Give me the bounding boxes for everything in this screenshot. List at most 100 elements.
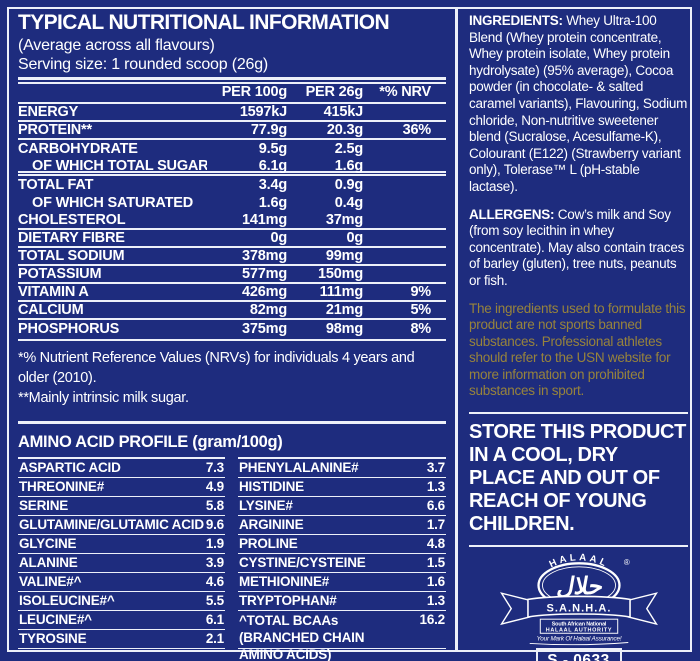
amino-acid-value: 5.5 [205,593,224,608]
amino-acid-row: ALANINE 3.9 [18,554,225,573]
amino-acid-row: TRYPTOPHAN# 1.3 [238,592,446,611]
ingredients-text: INGREDIENTS: Whey Ultra-100 Blend (Whey … [469,13,688,194]
serving-size: Serving size: 1 rounded scoop (26g) [18,56,269,73]
nutrient-value: 141mg [242,211,287,228]
halaal-slogan: Your Mark Of Halaal Assurance! [536,636,621,643]
halaal-sanha-icon: HALAAL ® حلال S.A.N.H.A. South African N… [499,552,658,646]
nutrient-name: PHOSPHORUS [18,320,120,337]
nutrient-value: 3.4g [258,176,287,193]
amino-acid-row: PROLINE 4.8 [238,535,446,554]
nutrition-table: ENERGY 1597kJ 415kJ PROTEIN** 77.9g 20.3g 36% C… [18,104,446,338]
nutrient-name: PROTEIN** [18,121,92,138]
amino-acid-name: TYROSINE [19,631,87,646]
amino-acid-name: GLYCINE [19,536,77,551]
nutrient-value: 0.4g [334,194,363,211]
arabic-halal-icon: حلال [554,573,605,600]
amino-acid-row: VALINE#^ 4.6 [18,573,225,592]
amino-acid-row: GLYCINE 1.9 [18,535,225,554]
divider [18,421,446,424]
amino-column-left: ASPARTIC ACID 7.3 THREONINE# 4.9 SERINE 5.8 GL… [18,456,225,649]
nutrient-value: 111mg [319,283,364,300]
divider [18,82,446,84]
amino-acid-value: 2.1 [205,631,224,646]
nutrition-row: PHOSPHORUS 375mg 98mg 8% [18,320,446,338]
nutrient-name: OF WHICH SATURATED [32,194,193,211]
amino-acid-row: ARGININE 1.7 [238,516,446,535]
amino-acid-name: ISOLEUCINE#^ [19,593,115,608]
nutrition-row: POTASSIUM 577mg 150mg [18,266,446,284]
nutrient-value: 375mg [242,320,287,337]
nutrient-value: 36% [402,121,432,138]
allergens-text: ALLERGENS: Cow’s milk and Soy (from soy … [469,206,685,288]
info-panel: INGREDIENTS: Whey Ultra-100 Blend (Whey … [469,13,688,661]
amino-acid-value: 1.7 [426,517,445,532]
halaal-cert-number: S - 0633 [535,648,622,661]
amino-acid-value: 3.9 [205,555,224,570]
nutrient-value: 577mg [242,265,287,282]
authority-line1: South African National [551,621,606,627]
amino-acid-value: 16.2 [419,611,446,627]
amino-acid-name: ASPARTIC ACID [19,460,121,475]
amino-acid-name: LYSINE# [239,498,293,513]
amino-acid-value: 9.6 [205,517,224,532]
authority-line2: HALAAL AUTHORITY [545,628,612,634]
nutrient-value: 99mg [325,247,363,264]
amino-acid-row: ^TOTAL BCAAs (BRANCHED CHAIN AMINO ACIDS… [238,611,446,661]
amino-acid-row: PHENYLALANINE# 3.7 [238,459,446,478]
nutrient-value: 82mg [249,301,287,318]
halaal-logo: HALAAL ® حلال S.A.N.H.A. South African N… [469,550,688,661]
nutrient-name: ENERGY [18,103,79,120]
nutrient-value: 1.6g [334,157,363,174]
amino-acid-value: 6.6 [426,498,445,513]
nutrient-value: 415kJ [323,103,364,120]
amino-acid-name: ARGININE [239,517,304,532]
nutrition-row: TOTAL FAT 3.4g 0.9g [18,176,446,194]
nutrient-value: 98mg [325,320,363,337]
amino-acid-value: 1.3 [426,479,445,494]
sports-substances-notice: The ingredients used to formulate this p… [469,300,686,399]
nutrient-name: CALCIUM [18,301,84,318]
subtitle: (Average across all flavours) [18,37,215,54]
nutrient-value: 2.5g [334,140,363,157]
divider [469,412,688,415]
amino-acid-value: 1.3 [426,593,445,608]
nutrient-name: TOTAL FAT [18,176,94,193]
divider [18,77,446,80]
nutrition-row: OF WHICH SATURATED 1.6g 0.4g [18,194,446,212]
amino-acid-value: 3.7 [426,460,445,475]
nutrient-value: 6.1g [258,157,287,174]
panel-divider [455,7,458,652]
amino-acid-name: PROLINE [239,536,298,551]
amino-acid-name: VALINE#^ [19,574,82,589]
nutrient-value: 0g [270,229,287,246]
nutrient-value: 20.3g [326,121,363,138]
nutrient-value: 426mg [242,283,287,300]
nutrition-table-header: PER 100g PER 26g *% NRV [18,84,446,104]
amino-column-right: PHENYLALANINE# 3.7 HISTIDINE 1.3 LYSINE# 6.6 A… [238,456,446,661]
nutrition-row: CHOLESTEROL 141mg 37mg [18,212,446,230]
nutrient-value: 8% [410,320,431,337]
amino-acid-row: METHIONINE# 1.6 [238,573,446,592]
nutrient-value: 21mg [325,301,363,318]
amino-acid-value: 6.1 [205,612,224,627]
amino-acid-name: TRYPTOPHAN# [239,593,337,608]
nutrient-name: CARBOHYDRATE [18,140,138,157]
amino-acid-value: 4.6 [205,574,224,589]
amino-acid-row: ASPARTIC ACID 7.3 [18,459,225,478]
nutrient-value: 37mg [325,211,363,228]
amino-acid-row: TYROSINE 2.1 [18,630,225,649]
nutrition-row: CARBOHYDRATE 9.5g 2.5g [18,140,446,158]
amino-acid-value: 1.5 [426,555,445,570]
amino-acid-row: THREONINE# 4.9 [18,478,225,497]
amino-acid-value: 4.8 [426,536,445,551]
amino-acid-name: HISTIDINE [239,479,304,494]
column-header-per-26g: PER 26g [305,83,364,100]
footnote-nrv: *% Nutrient Reference Values (NRVs) for … [18,350,415,386]
amino-acid-row: LEUCINE#^ 6.1 [18,611,225,630]
amino-acid-value: 5.8 [205,498,224,513]
ingredients-label: INGREDIENTS: [469,13,563,28]
nutrient-name: CHOLESTEROL [18,211,126,228]
amino-acid-table: ASPARTIC ACID 7.3 THREONINE# 4.9 SERINE 5.8 GL… [18,456,446,661]
sanha-ribbon-text: S.A.N.H.A. [546,603,611,615]
